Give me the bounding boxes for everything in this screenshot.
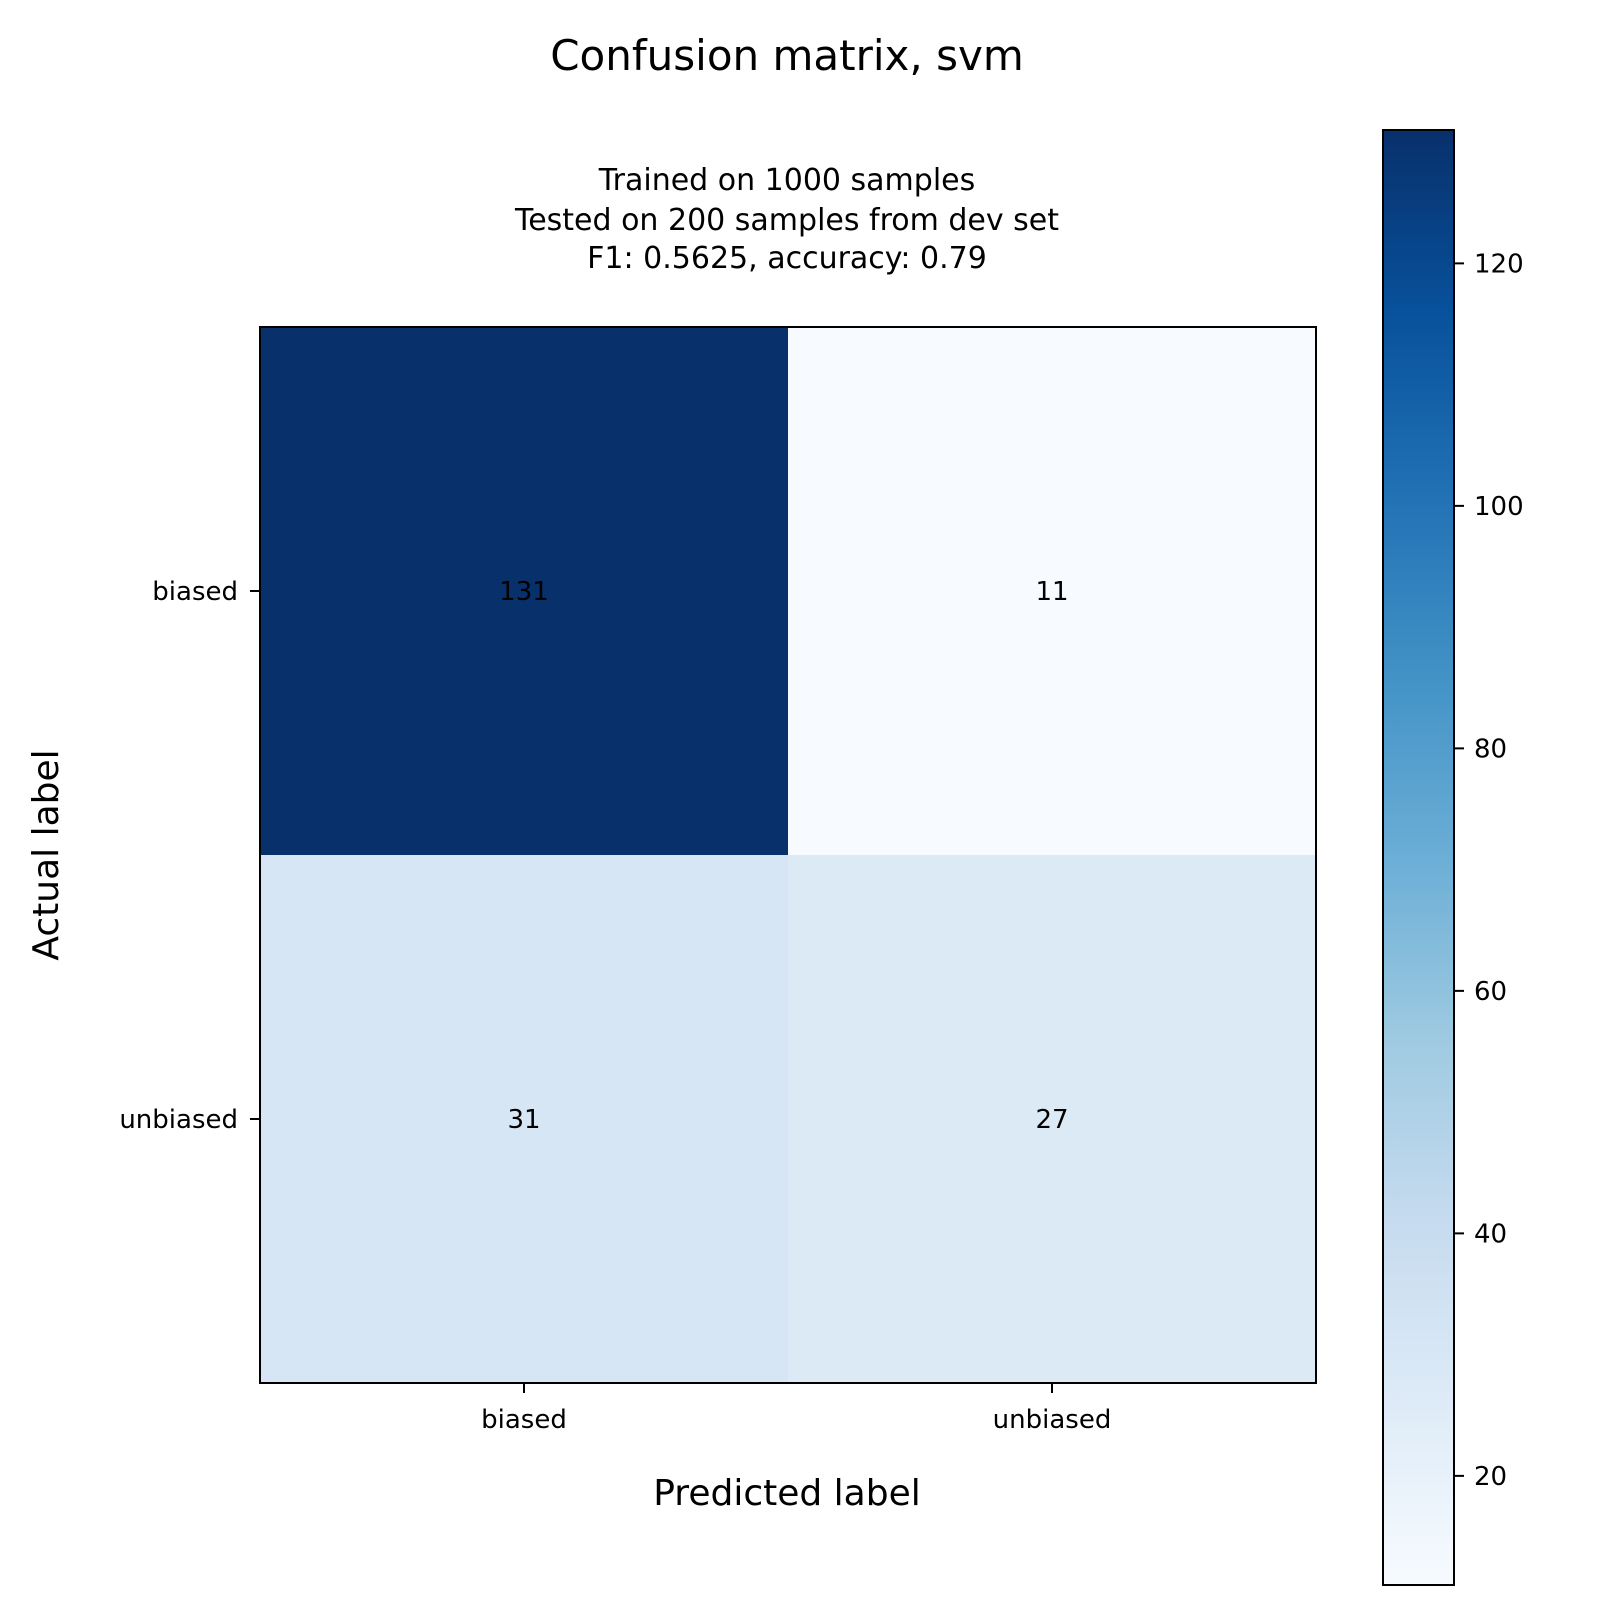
colorbar-tick-label: 100	[1474, 492, 1524, 522]
y-axis-ticks: biased unbiased	[119, 577, 260, 1135]
colorbar-tick-label: 60	[1474, 977, 1507, 1007]
heatmap-cell-labels: 131 11 31 27	[499, 577, 1068, 1135]
colorbar-tick-label: 120	[1474, 249, 1524, 279]
chart-subtitle-line-2: Tested on 200 samples from dev set	[514, 203, 1059, 238]
cell-value-label-r1-c1: 27	[1035, 1105, 1068, 1135]
chart-subtitle-line-3: F1: 0.5625, accuracy: 0.79	[587, 241, 987, 276]
x-tick-label: unbiased	[993, 1405, 1112, 1435]
y-axis-label: Actual label	[26, 749, 67, 960]
x-tick-label: biased	[481, 1405, 567, 1435]
chart-subtitle-line-1: Trained on 1000 samples	[598, 163, 976, 198]
heatmap-cell-r1-c1	[788, 855, 1317, 1384]
colorbar-tick-label: 80	[1474, 734, 1507, 764]
cell-value-label-r0-c1: 11	[1035, 577, 1068, 607]
plot-frame	[259, 326, 1317, 1384]
colorbar-tick-label: 20	[1474, 1462, 1507, 1492]
colorbar-tick-label: 40	[1474, 1219, 1507, 1249]
cell-value-label-r0-c0: 131	[499, 577, 549, 607]
heatmap-cell-r1-c0	[260, 855, 789, 1384]
cell-value-label-r1-c0: 31	[507, 1105, 540, 1135]
chart-title: Confusion matrix, svm	[550, 31, 1024, 80]
x-axis-ticks: biased unbiased	[481, 1383, 1111, 1435]
colorbar	[1382, 129, 1455, 1586]
heatmap-cell-r0-c1	[788, 327, 1317, 856]
heatmap-cell-r0-c0	[260, 327, 789, 856]
x-axis-label: Predicted label	[653, 1473, 921, 1514]
colorbar-ticks: 20 40 60 80 100 120	[1454, 249, 1524, 1492]
heatmap-cells	[260, 327, 1317, 1384]
y-tick-label: biased	[152, 577, 238, 607]
y-tick-label: unbiased	[119, 1105, 238, 1135]
